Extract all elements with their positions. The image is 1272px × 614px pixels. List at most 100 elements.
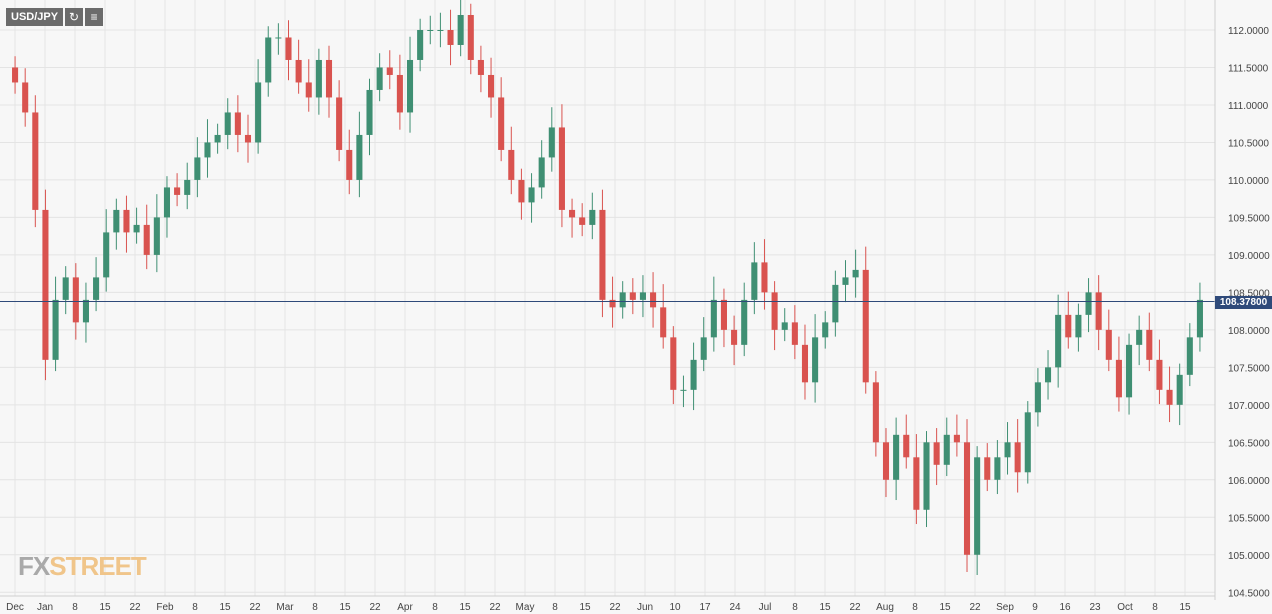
candle-up xyxy=(457,14,464,45)
candle-down xyxy=(386,67,393,75)
candle-up xyxy=(710,299,717,338)
x-tick-label: 8 xyxy=(552,602,558,613)
candle-up xyxy=(427,29,434,31)
candle-down xyxy=(305,82,312,98)
candle-down xyxy=(508,149,515,180)
candle-down xyxy=(498,97,505,150)
y-tick-label: 109.0000 xyxy=(1228,251,1270,262)
candles xyxy=(12,0,1203,576)
logo-fx: FX xyxy=(18,551,50,581)
candle-up xyxy=(832,284,839,323)
x-tick-label: 8 xyxy=(72,602,78,613)
candle-up xyxy=(275,37,282,39)
x-tick-label: 15 xyxy=(579,602,591,613)
x-tick-label: 22 xyxy=(609,602,621,613)
last-price-tag: 108.37800 xyxy=(1215,296,1272,309)
candle-up xyxy=(943,434,950,465)
y-tick-label: 107.5000 xyxy=(1228,363,1270,374)
candle-up xyxy=(589,209,596,225)
symbol-label[interactable]: USD/JPY xyxy=(6,8,64,26)
candle-up xyxy=(690,359,697,390)
candle-down xyxy=(518,179,525,203)
x-tick-label: Sep xyxy=(996,602,1014,613)
candle-up xyxy=(1075,314,1082,338)
x-tick-label: 9 xyxy=(1032,602,1038,613)
x-tick-label: 8 xyxy=(192,602,198,613)
y-tick-label: 108.5000 xyxy=(1228,288,1270,299)
candle-up xyxy=(255,82,262,143)
candle-down xyxy=(801,344,809,383)
x-tick-label: Jan xyxy=(37,602,53,613)
candle-up xyxy=(812,337,819,383)
candle-up xyxy=(163,187,171,218)
candle-down xyxy=(660,307,667,338)
candle-up xyxy=(1196,299,1203,338)
y-tick-label: 107.0000 xyxy=(1228,401,1270,412)
candle-up xyxy=(194,157,201,180)
x-tick-label: 8 xyxy=(432,602,438,613)
chart-toolbar: USD/JPY ↻ ≡ xyxy=(6,8,104,26)
candle-down xyxy=(1166,389,1173,405)
y-tick-label: 106.0000 xyxy=(1228,476,1270,487)
candle-down xyxy=(1115,359,1122,398)
candle-up xyxy=(437,29,444,31)
candle-down xyxy=(569,209,576,218)
candle-down xyxy=(467,14,474,60)
fxstreet-logo: FXSTREET xyxy=(18,551,147,582)
candle-down xyxy=(396,74,403,113)
candle-up xyxy=(376,67,383,90)
candle-down xyxy=(599,209,606,300)
candle-up xyxy=(974,457,981,555)
candle-down xyxy=(882,442,890,480)
candle-down xyxy=(1014,442,1021,473)
candle-up xyxy=(893,434,900,480)
x-tick-label: May xyxy=(516,602,535,613)
candle-down xyxy=(579,217,586,225)
x-tick-label: 15 xyxy=(459,602,471,613)
candle-down xyxy=(234,112,241,135)
y-axis: 112.0000 111.5000 111.0000 110.5000 110.0000… xyxy=(1228,26,1270,599)
candle-up xyxy=(741,299,748,345)
y-tick-label: 104.5000 xyxy=(1228,588,1270,599)
y-tick-label: 111.5000 xyxy=(1228,63,1269,74)
x-tick-label: 15 xyxy=(339,602,351,613)
candle-up xyxy=(93,277,100,300)
candle-down xyxy=(791,322,798,345)
candle-down xyxy=(963,442,971,555)
x-tick-label: 15 xyxy=(819,602,831,613)
candle-down xyxy=(731,329,738,345)
x-tick-label: 22 xyxy=(489,602,501,613)
candle-down xyxy=(22,82,29,113)
x-tick-label: 15 xyxy=(939,602,951,613)
candle-up xyxy=(781,322,788,330)
candle-down xyxy=(336,97,343,150)
candle-down xyxy=(346,149,353,180)
candle-up xyxy=(923,442,930,510)
candle-down xyxy=(295,59,302,83)
candle-up xyxy=(1024,412,1031,473)
y-tick-label: 109.5000 xyxy=(1228,213,1270,224)
candle-down xyxy=(143,224,150,255)
refresh-icon[interactable]: ↻ xyxy=(65,8,84,26)
candle-up xyxy=(1004,442,1011,458)
x-tick-label: 24 xyxy=(729,602,741,613)
candle-down xyxy=(477,59,484,75)
candle-down xyxy=(1156,359,1163,390)
candle-up xyxy=(366,89,373,135)
candle-down xyxy=(984,457,991,480)
candle-down xyxy=(72,277,79,323)
candle-down xyxy=(761,262,768,293)
candle-up xyxy=(133,224,140,233)
indicator-icon[interactable]: ≡ xyxy=(85,8,104,26)
candle-down xyxy=(325,59,333,98)
candle-up xyxy=(1176,374,1183,405)
candle-up xyxy=(852,269,859,278)
candle-down xyxy=(862,269,869,383)
x-tick-label: 15 xyxy=(1179,602,1191,613)
candle-up xyxy=(751,262,758,300)
candle-up xyxy=(1136,329,1143,345)
candle-down xyxy=(42,209,49,360)
candle-down xyxy=(174,187,181,195)
candle-down xyxy=(650,292,657,308)
